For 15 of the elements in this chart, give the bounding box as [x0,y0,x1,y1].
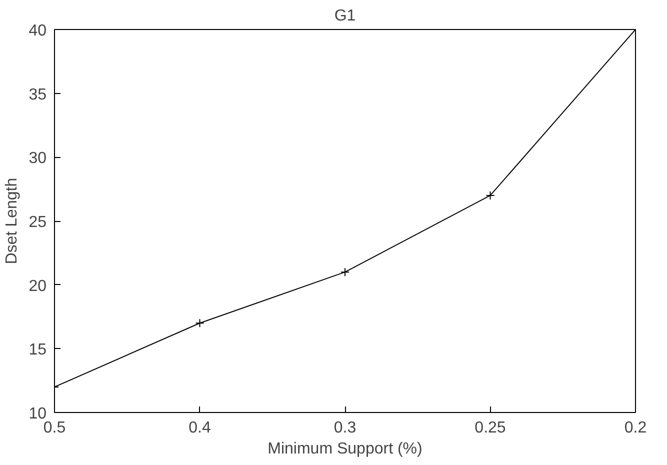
y-tick-label: 20 [28,278,47,295]
y-tick-label: 40 [28,22,47,40]
y-axis-title: Dset Length [4,178,21,264]
x-tick-label: 0.4 [188,420,211,436]
x-tick-label: 0.25 [474,420,506,436]
y-tick-label: 15 [28,342,47,359]
y-tick-label: 35 [28,86,47,104]
y-tick-label: 25 [28,214,47,231]
x-axis-title: Minimum Support (%) [268,440,422,458]
x-tick-label: 0.3 [334,420,356,436]
x-tick-label: 0.5 [43,420,66,436]
chart-title: G1 [334,8,356,24]
x-tick-label: 0.2 [624,420,647,436]
y-tick-label: 10 [28,406,47,422]
y-tick-label: 30 [28,150,47,168]
